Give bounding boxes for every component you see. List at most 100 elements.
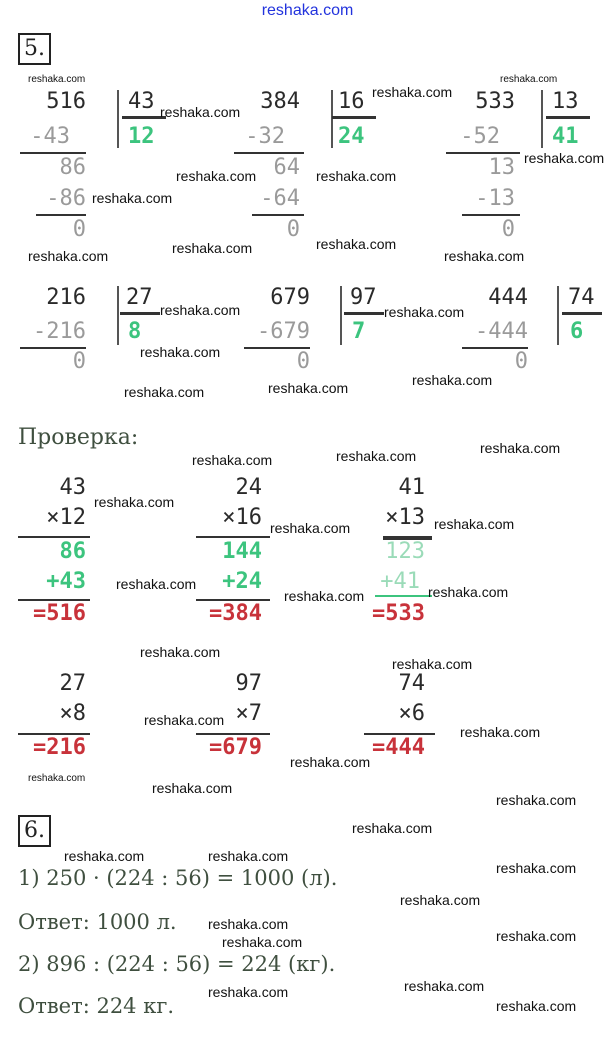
multiplier: ×16 (222, 505, 262, 530)
multiplicand: 27 (59, 671, 87, 696)
watermark-text: reshaka.com (496, 792, 577, 808)
multiplication-line (383, 536, 432, 540)
watermark-text: reshaka.com (28, 248, 109, 264)
watermark-text: reshaka.com (290, 754, 371, 770)
divisor-underline (332, 116, 376, 119)
subtrahend-2: -86 (46, 186, 86, 211)
subtraction-line (244, 347, 310, 349)
watermark-text: reshaka.com (28, 74, 86, 85)
watermark-text: reshaka.com (284, 588, 365, 604)
watermark-text: reshaka.com (268, 380, 349, 396)
watermark-text: reshaka.com (524, 150, 605, 166)
multiplication-line (196, 733, 270, 735)
watermark-text: reshaka.com (460, 724, 541, 740)
divisor-underline (546, 116, 590, 119)
watermark-text: reshaka.com (208, 848, 289, 864)
division-bracket-line (331, 90, 333, 148)
division-bracket-line (557, 286, 559, 345)
product: =384 (209, 601, 262, 626)
quotient: 24 (338, 124, 365, 149)
watermark-text: reshaka.com (222, 934, 303, 950)
division-bracket-line (340, 286, 342, 345)
watermark-text: reshaka.com (372, 84, 453, 100)
divisor-underline (562, 312, 602, 315)
final-remainder: 0 (296, 349, 310, 374)
watermark-text: reshaka.com (404, 978, 485, 994)
multiplier: ×7 (235, 701, 263, 726)
answer-line-1: Ответ: 1000 л. (18, 910, 177, 934)
quotient: 41 (552, 124, 579, 149)
subtraction-line (252, 214, 304, 216)
multiplier: ×12 (46, 505, 86, 530)
watermark-text: reshaka.com (116, 576, 197, 592)
watermark-text: reshaka.com (428, 584, 509, 600)
watermark-text: reshaka.com (144, 712, 225, 728)
watermark-text: reshaka.com (392, 656, 473, 672)
watermark-text: reshaka.com (208, 916, 289, 932)
subtraction-line (36, 214, 86, 216)
watermark-text: reshaka.com (352, 820, 433, 836)
watermark-text: reshaka.com (444, 248, 525, 264)
watermark-text: reshaka.com (316, 236, 397, 252)
divisor-underline (122, 116, 166, 119)
quotient: 7 (352, 319, 366, 344)
division-bracket-line (117, 286, 119, 345)
multiplicand: 43 (59, 475, 87, 500)
watermark-text: reshaka.com (64, 848, 145, 864)
subtrahend: -444 (475, 319, 528, 344)
product: =679 (209, 735, 262, 760)
sum-line (18, 599, 90, 601)
watermark-text: reshaka.com (94, 494, 175, 510)
site-header-link[interactable]: reshaka.com (261, 2, 354, 19)
partial-product-2: +43 (46, 569, 86, 594)
subtrahend: -216 (33, 319, 86, 344)
watermark-text: reshaka.com (28, 773, 86, 784)
watermark-text: reshaka.com (140, 344, 221, 360)
partial-product-2: +41 (380, 569, 420, 594)
dividend: 384 (260, 89, 300, 114)
subtraction-line (20, 152, 86, 154)
multiplicand: 97 (235, 671, 263, 696)
product: =444 (372, 735, 425, 760)
final-remainder: 0 (501, 217, 515, 242)
multiplicand: 74 (398, 671, 426, 696)
divisor: 27 (126, 285, 153, 310)
product: =533 (372, 601, 425, 626)
solution-line-1: 1) 250 · (224 : 56) = 1000 (л). (18, 866, 338, 890)
sum-line (375, 595, 432, 597)
watermark-text: reshaka.com (384, 304, 465, 320)
watermark-text: reshaka.com (412, 372, 493, 388)
dividend: 444 (488, 285, 528, 310)
watermark-text: reshaka.com (92, 190, 173, 206)
divisor: 43 (128, 89, 155, 114)
final-remainder: 0 (72, 349, 86, 374)
partial-product-2: +24 (222, 569, 262, 594)
watermark-text: reshaka.com (140, 644, 221, 660)
watermark-text: reshaka.com (496, 998, 577, 1014)
watermark-text: reshaka.com (124, 384, 205, 400)
partial-product-1: 144 (222, 539, 262, 564)
watermark-text: reshaka.com (480, 440, 561, 456)
watermark-text: reshaka.com (270, 520, 351, 536)
multiplication-line (18, 536, 90, 538)
multiplication-line (18, 733, 90, 735)
subtrahend-2: -13 (475, 186, 515, 211)
dividend: 679 (270, 285, 310, 310)
check-heading: Проверка: (18, 425, 139, 450)
dividend: 533 (475, 89, 515, 114)
multiplier: ×6 (398, 701, 426, 726)
multiplier: ×8 (59, 701, 87, 726)
subtraction-line (462, 214, 520, 216)
subtraction-line (462, 347, 528, 349)
watermark-text: reshaka.com (434, 516, 515, 532)
multiplicand: 24 (235, 475, 263, 500)
watermark-text: reshaka.com (500, 74, 558, 85)
watermark-text: reshaka.com (152, 780, 233, 796)
sum-line (196, 599, 270, 601)
division-bracket-line (117, 90, 119, 148)
partial-product-1: 123 (385, 539, 425, 564)
watermark-text: reshaka.com (176, 168, 257, 184)
watermark-text: reshaka.com (172, 240, 253, 256)
multiplicand: 41 (398, 475, 426, 500)
remainder: 64 (273, 155, 301, 180)
